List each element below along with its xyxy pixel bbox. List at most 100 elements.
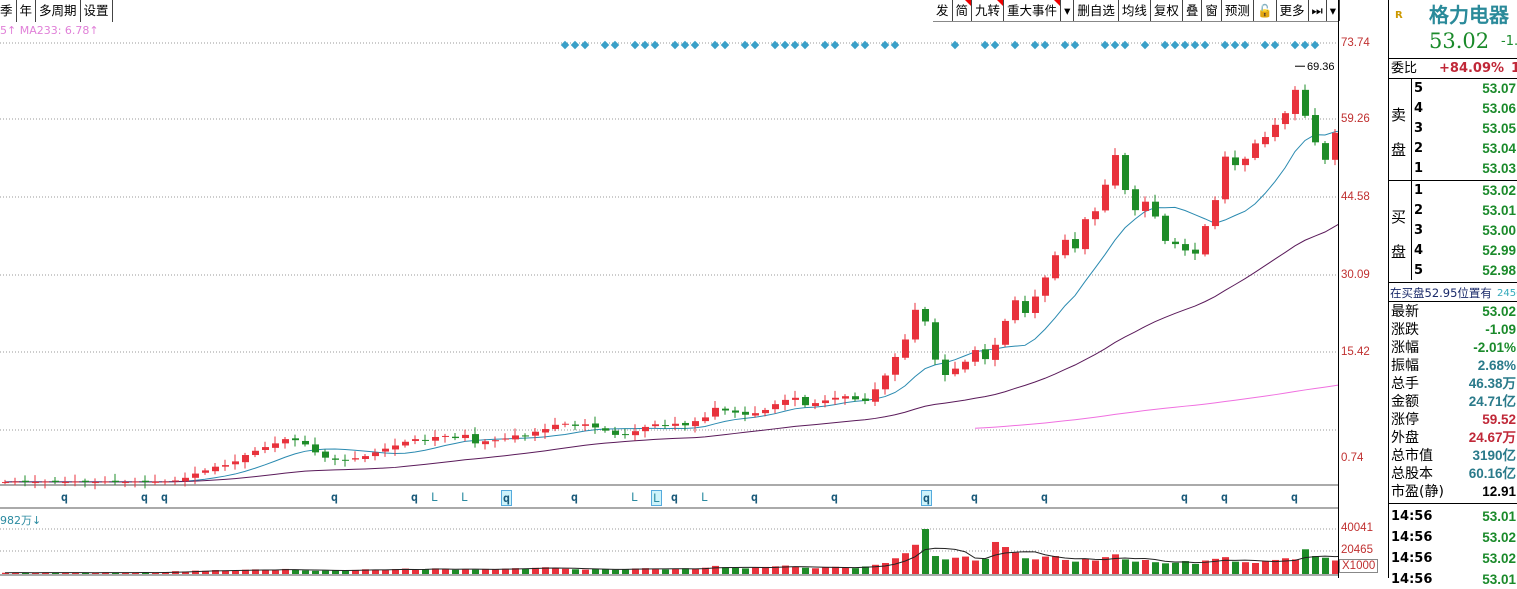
candle-body bbox=[582, 424, 589, 426]
candle-body bbox=[932, 322, 939, 360]
signal-diamond-marker bbox=[640, 40, 650, 50]
skip-end-icon[interactable]: ⏭ bbox=[1309, 0, 1327, 21]
signal-diamond-marker bbox=[1060, 40, 1070, 50]
toolbar-button[interactable]: 窗 bbox=[1202, 0, 1222, 21]
candle-body bbox=[1102, 184, 1109, 211]
toolbar-button[interactable]: 预测 bbox=[1222, 0, 1254, 21]
candle-body bbox=[462, 434, 469, 439]
buy-label: 买 bbox=[1391, 208, 1407, 226]
volume-bar bbox=[1322, 557, 1329, 574]
volume-bar bbox=[812, 568, 819, 574]
signal-mark[interactable]: q bbox=[61, 490, 68, 504]
signal-diamond-marker bbox=[1010, 40, 1020, 50]
period-button[interactable]: 年 bbox=[17, 0, 37, 22]
volume-bar bbox=[202, 570, 209, 574]
signal-mark[interactable]: q bbox=[921, 490, 932, 506]
signal-mark[interactable]: q bbox=[831, 490, 838, 504]
volume-bar bbox=[862, 566, 869, 574]
toolbar-button[interactable]: 删自选 bbox=[1074, 0, 1119, 21]
signal-mark[interactable]: q bbox=[1041, 490, 1048, 504]
signal-mark[interactable]: L bbox=[461, 490, 468, 504]
signal-mark[interactable]: L bbox=[651, 490, 662, 506]
candle-body bbox=[1262, 137, 1269, 145]
period-button[interactable]: 多周期 bbox=[36, 0, 81, 22]
volume-bar bbox=[92, 572, 99, 574]
volume-bar bbox=[262, 569, 269, 574]
signal-diamond-marker bbox=[1300, 40, 1310, 50]
toolbar-button[interactable]: 更多 bbox=[1277, 0, 1309, 21]
toolbar-button[interactable]: 重大事件 bbox=[1004, 0, 1062, 21]
toolbar-button[interactable]: 叠 bbox=[1183, 0, 1203, 21]
signal-diamond-marker bbox=[1160, 40, 1170, 50]
volume-bar bbox=[602, 569, 609, 574]
candle-body bbox=[852, 396, 859, 400]
toolbar-button[interactable]: 简 bbox=[953, 0, 973, 21]
volume-bar bbox=[132, 572, 139, 574]
moving-average-line bbox=[974, 384, 1338, 429]
signal-mark[interactable]: q bbox=[141, 490, 148, 504]
toolbar-button[interactable]: 复权 bbox=[1151, 0, 1183, 21]
level-index: 5 bbox=[1414, 263, 1424, 278]
price-change: -1. bbox=[1501, 34, 1517, 49]
candle-body bbox=[712, 407, 719, 417]
toolbar-button[interactable]: 九转 bbox=[972, 0, 1005, 21]
signal-mark[interactable]: q bbox=[751, 490, 758, 504]
volume-bar bbox=[1192, 563, 1199, 574]
signal-mark[interactable]: q bbox=[1221, 490, 1228, 504]
signal-mark[interactable]: q bbox=[411, 490, 418, 504]
signal-diamond-marker bbox=[1110, 40, 1120, 50]
candle-body bbox=[342, 459, 349, 461]
dropdown-arrow-icon[interactable]: ▾ bbox=[1327, 0, 1341, 21]
candle-body bbox=[292, 438, 299, 441]
signal-mark[interactable]: q bbox=[671, 490, 678, 504]
volume-bar bbox=[992, 541, 999, 574]
candle-body bbox=[352, 458, 359, 460]
signal-mark[interactable]: q bbox=[161, 490, 168, 504]
axis-divider bbox=[1338, 0, 1339, 578]
volume-bar bbox=[962, 556, 969, 574]
candle-body bbox=[1012, 300, 1019, 321]
signal-mark[interactable]: q bbox=[1181, 490, 1188, 504]
sell-label: 盘 bbox=[1391, 141, 1407, 159]
period-button[interactable]: 季 bbox=[0, 0, 17, 22]
signal-mark[interactable]: L bbox=[631, 490, 638, 504]
candle-body bbox=[792, 397, 799, 400]
volume-bar bbox=[1082, 558, 1089, 574]
stat-row: 涨幅 -2.01% bbox=[1389, 339, 1517, 357]
candle-body bbox=[972, 350, 979, 362]
toolbar-button[interactable]: 均线 bbox=[1119, 0, 1151, 21]
sell-level-row: 5 53.07 bbox=[1389, 79, 1517, 98]
signal-mark[interactable]: L bbox=[431, 490, 438, 504]
candle-body bbox=[732, 410, 739, 413]
signal-mark[interactable]: q bbox=[971, 490, 978, 504]
candle-body bbox=[312, 444, 319, 453]
stat-value: 53.02 bbox=[1482, 304, 1516, 319]
stock-badge: R bbox=[1395, 10, 1403, 21]
signal-mark[interactable]: q bbox=[501, 490, 512, 506]
volume-bar bbox=[1052, 556, 1059, 574]
weibi-value: +84.09% bbox=[1439, 61, 1505, 76]
volume-bar bbox=[1002, 547, 1009, 574]
stat-label: 最新 bbox=[1391, 304, 1419, 320]
dropdown-arrow-icon[interactable]: ▾ bbox=[1061, 0, 1075, 21]
volume-bar bbox=[292, 569, 299, 574]
volume-bar bbox=[182, 571, 189, 574]
period-button[interactable]: 设置 bbox=[81, 0, 113, 22]
kline-chart[interactable]: 69.36 bbox=[0, 0, 1338, 578]
lock-icon[interactable]: 🔓 bbox=[1254, 0, 1277, 21]
signal-diamond-marker bbox=[1200, 40, 1210, 50]
signal-mark[interactable]: q bbox=[331, 490, 338, 504]
volume-bar bbox=[82, 572, 89, 574]
candle-body bbox=[212, 466, 219, 472]
last-price: 53.02 bbox=[1429, 29, 1490, 53]
signal-diamond-marker bbox=[780, 40, 790, 50]
toolbar-button[interactable]: 发 bbox=[933, 0, 953, 21]
volume-bar bbox=[72, 572, 79, 574]
candle-body bbox=[762, 409, 769, 414]
signal-mark[interactable]: L bbox=[701, 490, 708, 504]
signal-mark[interactable]: q bbox=[571, 490, 578, 504]
volume-bar bbox=[332, 570, 339, 574]
stat-label: 涨跌 bbox=[1391, 322, 1419, 338]
volume-bar bbox=[102, 572, 109, 574]
signal-mark[interactable]: q bbox=[1291, 490, 1298, 504]
